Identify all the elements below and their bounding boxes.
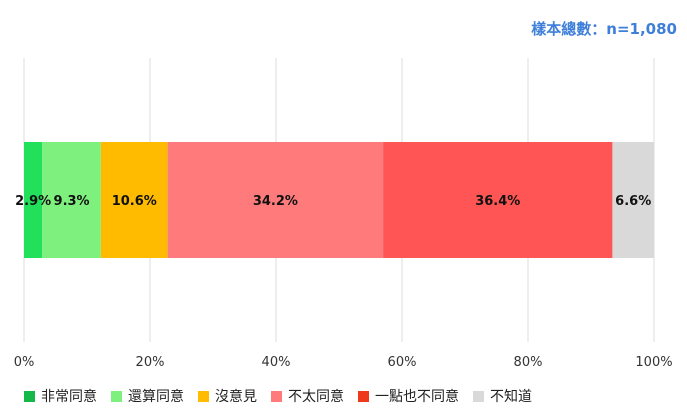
x-tick-label: 0% — [14, 355, 35, 370]
legend-swatch — [473, 390, 484, 402]
data-label: 2.9% — [15, 194, 51, 209]
legend-swatch — [24, 390, 35, 402]
legend-swatch — [271, 390, 282, 402]
x-tick-label: 100% — [635, 355, 672, 370]
data-label: 9.3% — [54, 194, 90, 209]
data-label: 6.6% — [615, 194, 651, 209]
x-tick-labels: 0% 20% 40% 60% 80% 100% — [14, 355, 673, 370]
legend-swatch — [198, 390, 209, 402]
legend-item: 不知道 — [473, 386, 532, 406]
legend-item: 沒意見 — [198, 386, 257, 406]
legend-label: 非常同意 — [41, 389, 97, 405]
data-label: 36.4% — [475, 194, 520, 209]
bar-segment — [24, 142, 43, 258]
bar-segment — [100, 142, 168, 258]
legend-item: 還算同意 — [111, 386, 184, 406]
x-tick-label: 80% — [514, 355, 543, 370]
legend-swatch — [358, 390, 369, 402]
x-tick-label: 60% — [388, 355, 417, 370]
legend-label: 還算同意 — [128, 389, 184, 405]
legend-label: 不知道 — [490, 389, 532, 405]
bar-segments — [24, 142, 654, 258]
sample-size-note: 樣本總數：n=1,080 — [531, 20, 677, 38]
legend-item: 不太同意 — [271, 386, 344, 406]
legend-label: 沒意見 — [215, 389, 257, 405]
bar-segment — [167, 142, 384, 258]
x-tick-label: 40% — [262, 355, 291, 370]
bar-segment — [612, 142, 654, 258]
data-labels: 2.9% 9.3% 10.6% 34.2% 36.4% 6.6% — [15, 194, 651, 209]
bar-segment — [42, 142, 101, 258]
legend-swatch — [111, 390, 122, 402]
legend: 非常同意 還算同意 沒意見 不太同意 一點也不同意 不知道 — [24, 386, 532, 406]
bar-segment — [383, 142, 613, 258]
legend-label: 一點也不同意 — [375, 389, 459, 405]
x-tick-label: 20% — [136, 355, 165, 370]
legend-label: 不太同意 — [288, 389, 344, 405]
legend-item: 非常同意 — [24, 386, 97, 406]
data-label: 34.2% — [253, 194, 298, 209]
legend-item: 一點也不同意 — [358, 386, 459, 406]
data-label: 10.6% — [112, 194, 157, 209]
